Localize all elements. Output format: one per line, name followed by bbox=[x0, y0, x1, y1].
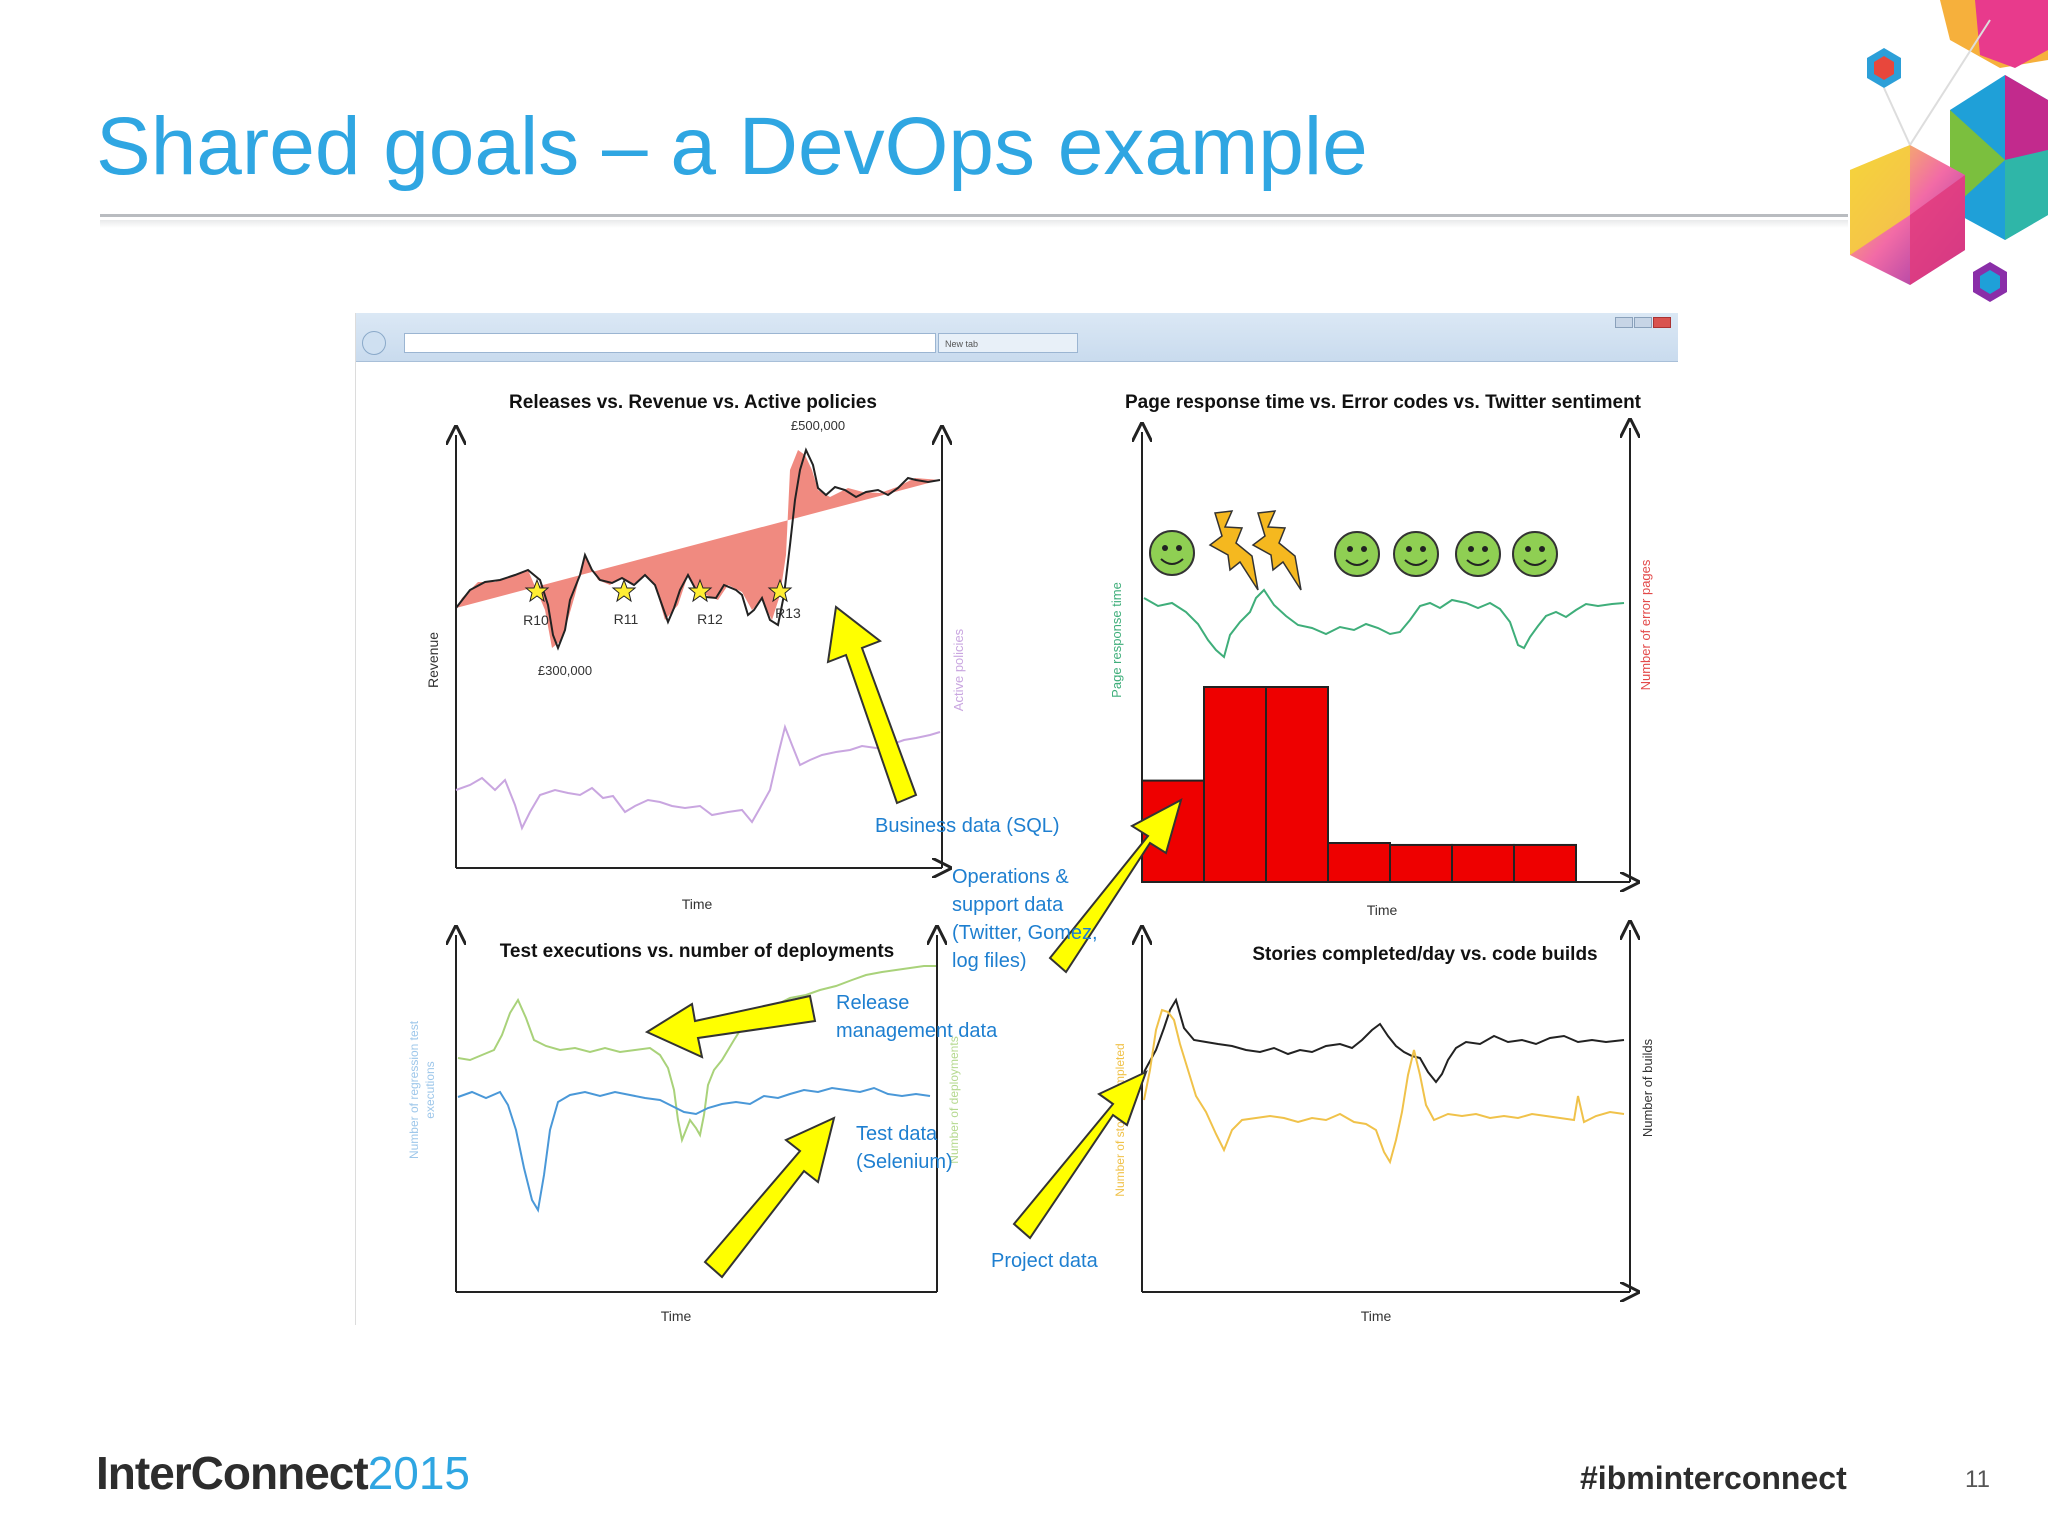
smiley-icon bbox=[1149, 530, 1195, 576]
y-label-right-br: Number of builds bbox=[1640, 1038, 1655, 1137]
error-bar bbox=[1513, 843, 1577, 884]
annotation-release-line2: management data bbox=[836, 1020, 998, 1042]
y-label-bl-line1: Number of regression test bbox=[407, 1020, 421, 1159]
chart-title-bl: Test executions vs. number of deployment… bbox=[500, 941, 895, 962]
annotation-ops-line1: Operations & bbox=[952, 866, 1069, 888]
y-label-bl-line2: executions bbox=[423, 1061, 437, 1118]
title-divider bbox=[100, 214, 1848, 217]
y-label-right-bl: Number of deployments bbox=[947, 1036, 961, 1163]
address-bar[interactable] bbox=[404, 333, 936, 353]
annotation-business-data: Business data (SQL) bbox=[875, 815, 1060, 837]
y-label-right-tl: Active policies bbox=[951, 628, 966, 711]
arrow-business-data bbox=[826, 605, 918, 805]
annotation-test-line1: Test data bbox=[856, 1123, 938, 1145]
arrow-operations-data bbox=[1048, 798, 1183, 974]
annotation-project-data: Project data bbox=[991, 1250, 1099, 1272]
star-icon bbox=[611, 578, 637, 603]
page-number: 11 bbox=[1965, 1466, 1990, 1493]
error-bars bbox=[1141, 686, 1577, 884]
callout-arrows bbox=[644, 605, 1183, 1279]
star-icon bbox=[524, 578, 550, 603]
hexagon-logo-decoration bbox=[1850, 0, 2048, 302]
arrow-release-data bbox=[644, 994, 817, 1059]
stories-line bbox=[1143, 1008, 1625, 1165]
annotation-ops-line3: (Twitter, Gomez, bbox=[952, 922, 1098, 944]
annotation-labels: Business data (SQL) Operations & support… bbox=[836, 815, 1099, 1272]
deployments-line bbox=[457, 1086, 931, 1213]
minimize-button[interactable] bbox=[1615, 317, 1633, 328]
release-stars bbox=[524, 578, 793, 603]
annotation-test-line2: (Selenium) bbox=[856, 1151, 953, 1173]
footer-brand: InterConnect2015 bbox=[96, 1446, 470, 1500]
chart-title-br: Stories completed/day vs. code builds bbox=[1252, 944, 1597, 965]
maximize-button[interactable] bbox=[1634, 317, 1652, 328]
y-label-right-tr: Number of error pages bbox=[1638, 559, 1653, 690]
annotation-ops-line2: support data bbox=[952, 894, 1064, 916]
release-label-r13: R13 bbox=[775, 605, 801, 621]
response-time-line bbox=[1143, 588, 1625, 659]
annotation-release-line1: Release bbox=[836, 992, 909, 1014]
hashtag: #ibminterconnect bbox=[1580, 1460, 1847, 1496]
x-label-tl: Time bbox=[682, 896, 713, 912]
active-policies-line bbox=[455, 723, 941, 831]
chart-title-tr: Page response time vs. Error codes vs. T… bbox=[1125, 392, 1642, 413]
x-label-br: Time bbox=[1361, 1308, 1392, 1324]
release-label-r11: R11 bbox=[614, 611, 639, 627]
error-bar bbox=[1389, 843, 1453, 884]
smiley-icon bbox=[1512, 531, 1558, 577]
chart-stories-builds: Stories completed/day vs. code builds Ti… bbox=[1113, 930, 1655, 1324]
y-label-tl: Revenue bbox=[425, 632, 441, 688]
revenue-gap-area bbox=[456, 450, 940, 648]
lightning-bolt-icon bbox=[1208, 510, 1259, 591]
slide-title: Shared goals – a DevOps example bbox=[96, 101, 1368, 192]
star-icon bbox=[687, 578, 713, 603]
chart-releases-revenue: Releases vs. Revenue vs. Active policies… bbox=[425, 392, 966, 912]
chart-tests-deployments: Test executions vs. number of deployment… bbox=[407, 935, 961, 1324]
smiley-icon bbox=[1393, 531, 1439, 577]
x-label-tr: Time bbox=[1367, 902, 1398, 918]
lightning-bolt-icon bbox=[1251, 510, 1302, 591]
browser-window: New tab bbox=[355, 313, 1678, 1325]
y-label-tr: Page response time bbox=[1109, 582, 1124, 698]
revenue-low-label: £300,000 bbox=[538, 663, 592, 678]
builds-line bbox=[1143, 997, 1625, 1084]
title-divider-shadow bbox=[100, 220, 1848, 228]
sentiment-icons bbox=[1149, 510, 1558, 591]
error-bar bbox=[1265, 686, 1329, 883]
x-label-bl: Time bbox=[661, 1308, 692, 1324]
star-icon bbox=[767, 578, 793, 603]
release-label-r12: R12 bbox=[697, 611, 723, 627]
back-button[interactable] bbox=[362, 331, 386, 355]
window-controls bbox=[1614, 315, 1674, 328]
close-button[interactable] bbox=[1653, 317, 1671, 328]
error-bar bbox=[1327, 842, 1391, 883]
smiley-icon bbox=[1455, 531, 1501, 577]
arrow-test-data bbox=[703, 1116, 836, 1279]
revenue-line bbox=[455, 447, 941, 651]
chart-response-errors: Page response time vs. Error codes vs. T… bbox=[1109, 392, 1653, 918]
revenue-high-label: £500,000 bbox=[791, 418, 845, 433]
error-bar bbox=[1451, 843, 1515, 884]
smiley-icon bbox=[1334, 531, 1380, 577]
annotation-ops-line4: log files) bbox=[952, 950, 1026, 972]
arrow-project-data bbox=[1012, 1070, 1148, 1240]
brand-name: InterConnect bbox=[96, 1447, 369, 1499]
brand-year: 2015 bbox=[367, 1447, 471, 1499]
browser-tab[interactable]: New tab bbox=[938, 333, 1078, 353]
browser-toolbar: New tab bbox=[356, 313, 1678, 362]
release-label-r10: R10 bbox=[523, 612, 549, 628]
tests-line bbox=[457, 965, 936, 1144]
chart-title-tl: Releases vs. Revenue vs. Active policies bbox=[509, 392, 877, 413]
error-bar bbox=[1203, 686, 1267, 883]
